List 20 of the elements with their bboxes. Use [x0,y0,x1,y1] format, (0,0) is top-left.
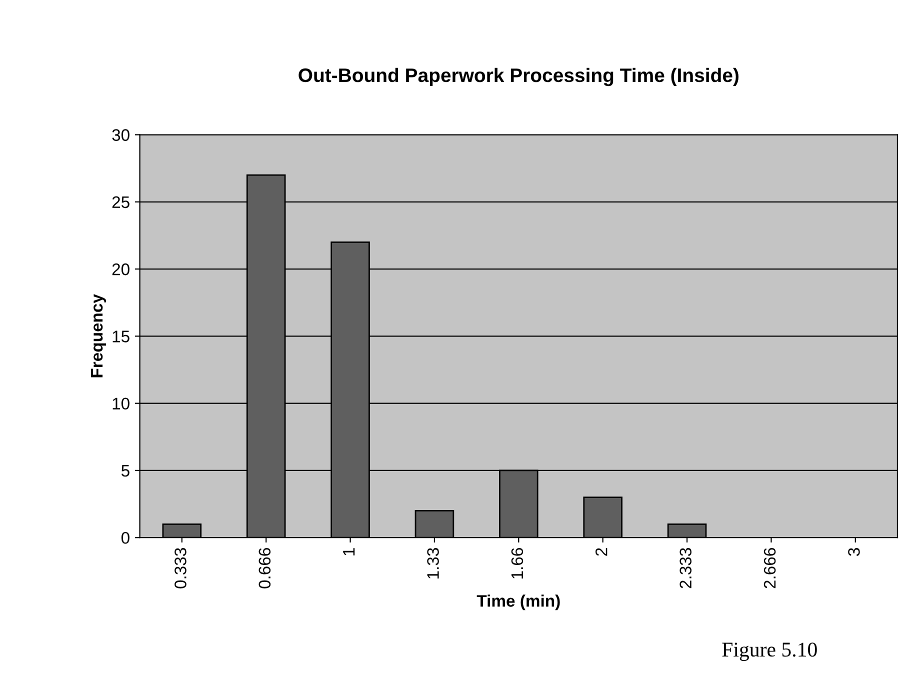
x-tick-label: 1.66 [511,548,524,578]
y-tick-label: 5 [121,465,130,477]
x-tick-label: 0.666 [258,548,271,588]
chart-title: Out-Bound Paperwork Processing Time (Inside) [298,68,738,86]
caption: Figure 5.10 [722,642,817,661]
y-tick-label: 10 [112,398,130,410]
x-tick-label: 2 [596,548,608,556]
y-axis-title: Frequency [91,294,106,378]
y-tick-label: 20 [112,263,130,276]
x-axis-title: Time (min) [476,594,560,610]
x-tick-label: 1 [343,548,355,556]
x-tick-label: 2.333 [680,548,692,588]
x-tick-label: 3 [848,548,860,556]
x-tick-label: 0.333 [174,548,186,588]
x-tick-label: 1.33 [427,548,439,578]
y-tick-label: 15 [112,330,130,342]
y-tick-label: 25 [112,196,130,208]
x-tick-label: 2.666 [764,548,776,588]
y-tick-label: 0 [121,532,130,544]
y-tick-label: 30 [112,129,130,141]
